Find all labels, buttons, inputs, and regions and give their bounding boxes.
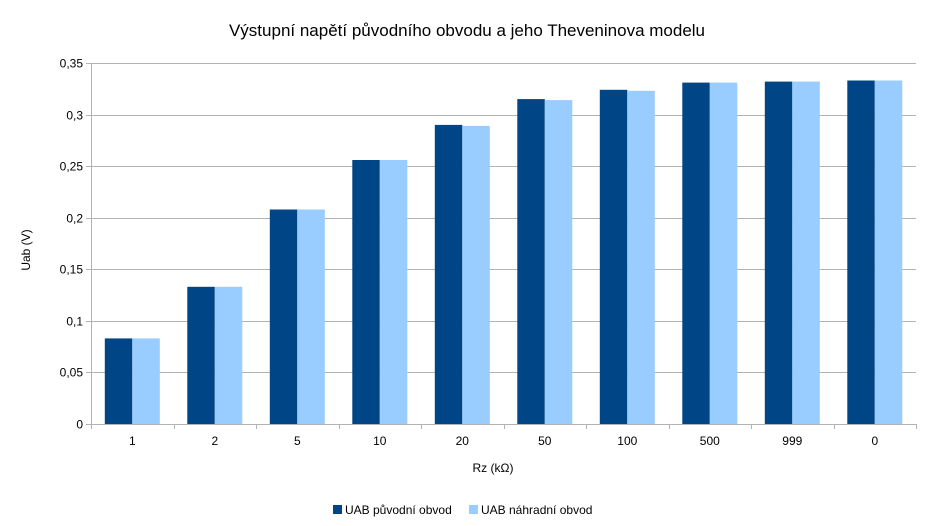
y-tick-label: 0 [76,418,83,432]
bar-equivalent-999 [792,81,820,424]
x-tick-label: 0 [871,434,878,448]
y-tick-label: 0,05 [60,366,84,380]
x-tick-label: 20 [456,434,470,448]
x-tick-label: 5 [294,434,301,448]
x-tick-label: 10 [373,434,387,448]
y-tick-label: 0,2 [66,212,83,226]
bar-equivalent-10 [379,160,408,424]
bar-equivalent-100 [627,90,655,425]
bar-original-1 [104,338,133,424]
bar-original-0 [847,80,875,424]
x-tick-label: 50 [538,434,552,448]
legend-swatch [333,505,342,514]
bar-original-2 [187,286,215,424]
legend-entry: UAB náhradní obvod [481,503,592,517]
bar-original-500 [682,82,710,424]
bar-equivalent-50 [544,100,573,424]
bars [104,80,903,425]
y-tick-label: 0,3 [66,109,83,123]
bar-original-10 [352,160,380,424]
bar-equivalent-5 [297,209,325,424]
bar-equivalent-0 [874,80,903,424]
x-tick-label: 2 [211,434,218,448]
x-axis-label: Rz (kΩ) [473,461,514,475]
chart-title: Výstupní napětí původního obvodu a jeho … [229,21,705,40]
x-tick-label: 1 [129,434,136,448]
x-tick-label: 100 [617,434,637,448]
bar-original-999 [764,81,793,424]
y-tick-label: 0,15 [60,263,84,277]
y-tick-label: 0,35 [60,57,84,71]
y-tick-label: 0,25 [60,160,84,174]
bar-equivalent-2 [214,286,243,424]
bar-original-100 [599,89,628,425]
x-tick-label: 999 [782,434,802,448]
bar-equivalent-500 [709,82,738,424]
bar-original-50 [517,99,545,424]
bar-original-5 [269,209,298,424]
y-axis-label: Uab (V) [19,229,33,270]
y-tick-label: 0,1 [66,315,83,329]
x-tick-label: 500 [700,434,720,448]
legend-swatch [469,505,478,514]
axes: 0 0,05 0,1 0,15 0,2 0,25 0,3 0,35 1 2 5 10 20 50 100 50… [60,57,917,448]
legend-entry: UAB původní obvod [345,503,452,517]
bar-equivalent-20 [462,125,490,425]
bar-original-20 [434,124,463,425]
legend: UAB původní obvod UAB náhradní obvod [333,503,592,517]
bar-equivalent-1 [132,338,160,424]
